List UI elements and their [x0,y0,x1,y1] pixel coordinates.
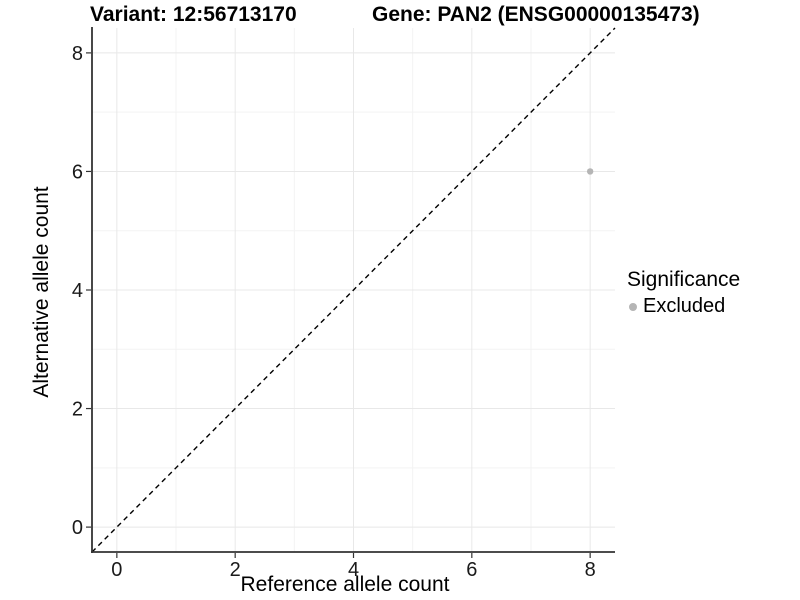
y-tick-label: 2 [72,399,83,421]
y-tick-label: 6 [72,161,83,183]
identity-line [91,27,616,553]
data-point [586,168,594,175]
plot-title-gene: Gene: PAN2 (ENSG00000135473) [372,3,700,26]
y-tick-label: 4 [72,280,83,302]
y-axis-title: Alternative allele count [30,186,53,398]
x-tick-label: 2 [230,559,241,581]
plot-title-variant: Variant: 12:56713170 [90,3,297,26]
legend-item: Excluded [629,295,740,318]
x-axis-title: Reference allele count [240,573,450,596]
y-tick-label: 8 [72,43,83,65]
legend: Significance Excluded [627,268,740,318]
y-tick-label: 0 [72,517,83,539]
x-tick-label: 6 [466,559,477,581]
x-tick-label: 4 [348,559,359,581]
legend-item-label: Excluded [643,295,726,317]
x-tick-label: 8 [585,559,596,581]
x-tick-label: 0 [111,559,122,581]
legend-title: Significance [627,268,741,291]
legend-point-icon [629,302,637,311]
